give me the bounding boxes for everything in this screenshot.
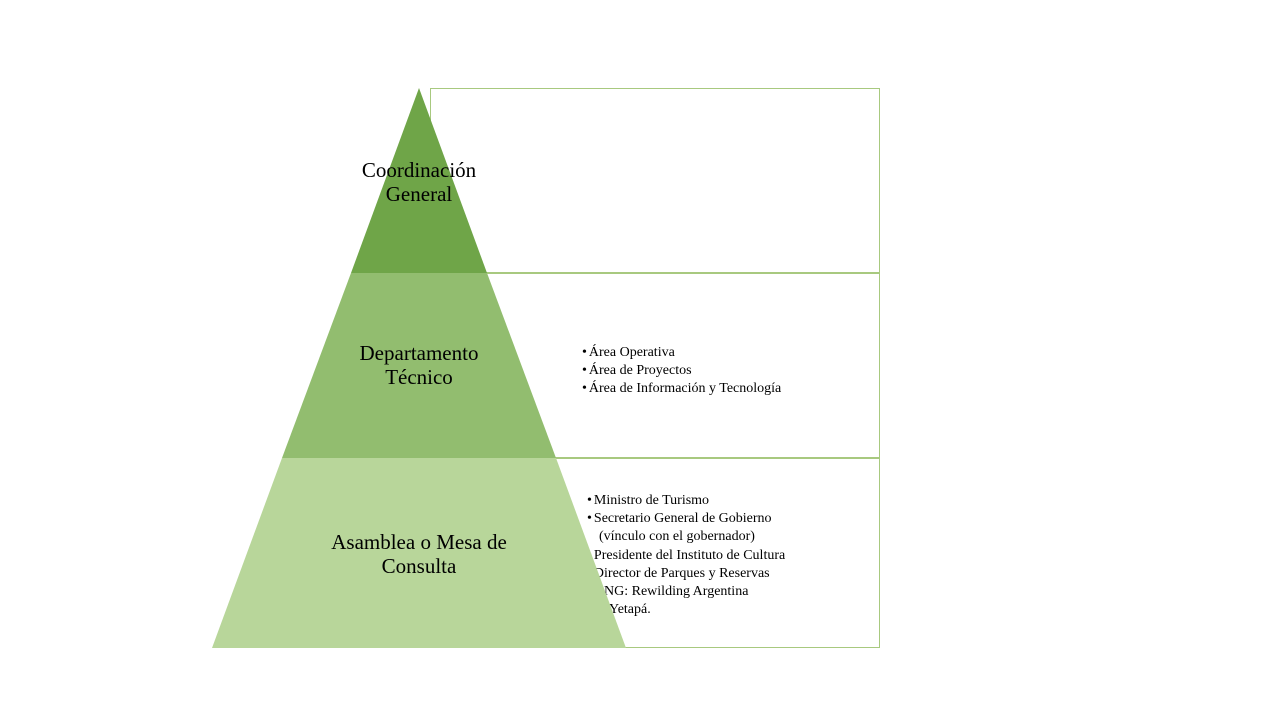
tier-label-bottom-line2: Consulta	[382, 554, 457, 578]
tier-label-middle-line2: Técnico	[385, 365, 453, 389]
tier-label-bottom-line1: Asamblea o Mesa de	[331, 530, 507, 554]
tier-label-middle-line1: Departamento	[360, 341, 479, 365]
tier-label-top: Coordinación General	[344, 158, 494, 206]
tier-label-bottom: Asamblea o Mesa de Consulta	[274, 530, 564, 578]
tier-label-top-line2: General	[386, 182, 452, 206]
tier-label-middle: Departamento Técnico	[324, 341, 514, 389]
tier-label-top-line1: Coordinación	[362, 158, 476, 182]
pyramid-diagram: •Área Operativa•Área de Proyectos•Área d…	[212, 88, 880, 648]
